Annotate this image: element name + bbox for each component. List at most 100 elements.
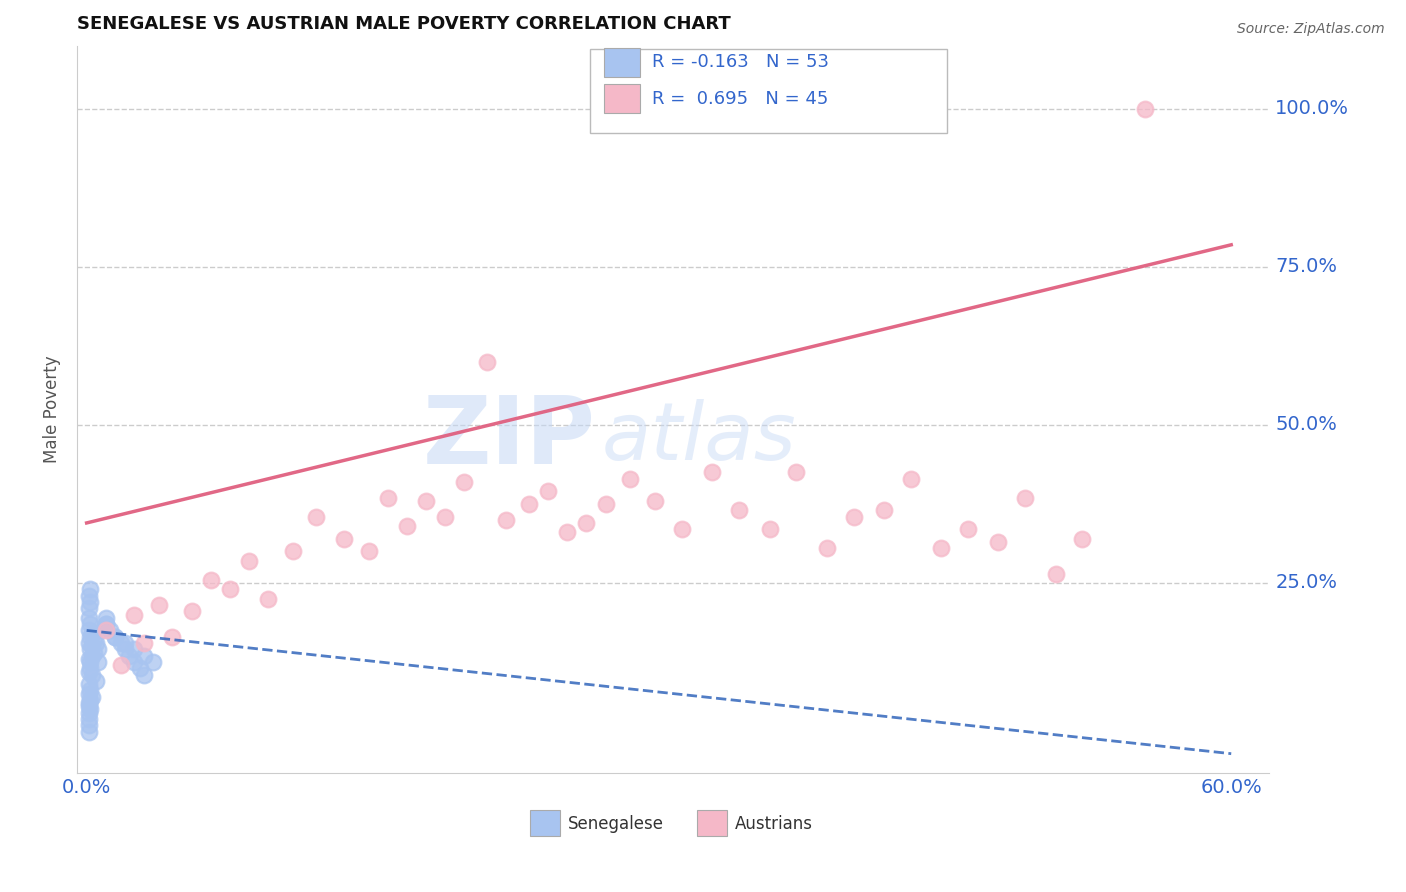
Point	[434, 509, 457, 524]
Point	[1045, 566, 1067, 581]
Text: Austrians: Austrians	[735, 814, 813, 832]
Point	[575, 516, 598, 530]
Point	[148, 598, 170, 612]
Point	[357, 544, 380, 558]
Point	[77, 724, 100, 739]
Point	[124, 607, 146, 622]
Point	[94, 624, 117, 638]
Point	[517, 497, 540, 511]
Point	[815, 541, 838, 556]
Point	[619, 472, 641, 486]
Point	[77, 601, 100, 615]
Point	[396, 519, 419, 533]
Point	[82, 690, 104, 704]
Point	[77, 712, 100, 726]
Point	[77, 677, 100, 691]
Point	[87, 642, 110, 657]
Point	[82, 639, 104, 653]
Bar	[605, 84, 640, 113]
Point	[79, 617, 101, 632]
Point	[79, 582, 101, 597]
Point	[83, 646, 105, 660]
Bar	[697, 811, 727, 836]
Point	[77, 624, 100, 638]
Text: R =  0.695   N = 45: R = 0.695 N = 45	[652, 90, 828, 108]
Point	[644, 493, 666, 508]
Point	[1014, 491, 1036, 505]
Point	[94, 617, 117, 632]
Bar	[605, 48, 640, 77]
Point	[842, 509, 865, 524]
Point	[90, 624, 112, 638]
Point	[79, 702, 101, 716]
Point	[77, 696, 100, 710]
Point	[79, 595, 101, 609]
Point	[132, 667, 155, 681]
Point	[671, 522, 693, 536]
Point	[110, 636, 132, 650]
Point	[1071, 532, 1094, 546]
Point	[785, 466, 807, 480]
Point	[142, 655, 165, 669]
Point	[333, 532, 356, 546]
Point	[77, 589, 100, 603]
Point	[87, 655, 110, 669]
Point	[114, 642, 136, 657]
Text: Source: ZipAtlas.com: Source: ZipAtlas.com	[1237, 22, 1385, 37]
Point	[79, 661, 101, 675]
Point	[124, 642, 146, 657]
Text: 50.0%: 50.0%	[1275, 416, 1337, 434]
Point	[132, 648, 155, 663]
Point	[124, 655, 146, 669]
Text: Senegalese: Senegalese	[568, 814, 664, 832]
Point	[104, 630, 127, 644]
Point	[82, 626, 104, 640]
Point	[98, 624, 121, 638]
Point	[281, 544, 304, 558]
Point	[304, 509, 326, 524]
Text: 25.0%: 25.0%	[1275, 574, 1337, 592]
Point	[79, 630, 101, 644]
Point	[495, 513, 517, 527]
Point	[537, 484, 560, 499]
Point	[238, 554, 260, 568]
Point	[77, 687, 100, 701]
Text: ZIP: ZIP	[423, 392, 596, 484]
Point	[162, 630, 184, 644]
Point	[129, 661, 152, 675]
Point	[114, 636, 136, 650]
Text: SENEGALESE VS AUSTRIAN MALE POVERTY CORRELATION CHART: SENEGALESE VS AUSTRIAN MALE POVERTY CORR…	[77, 15, 731, 33]
Point	[94, 617, 117, 632]
Point	[77, 699, 100, 714]
Point	[84, 636, 107, 650]
Point	[377, 491, 399, 505]
Point	[77, 652, 100, 666]
Point	[728, 503, 751, 517]
Point	[873, 503, 896, 517]
FancyBboxPatch shape	[589, 49, 948, 133]
Point	[956, 522, 979, 536]
Point	[218, 582, 240, 597]
Point	[987, 535, 1010, 549]
Text: R = -0.163   N = 53: R = -0.163 N = 53	[652, 54, 828, 71]
Point	[77, 706, 100, 720]
Text: 100.0%: 100.0%	[1275, 99, 1350, 119]
Point	[94, 611, 117, 625]
Point	[79, 642, 101, 657]
Point	[77, 636, 100, 650]
Point	[117, 648, 139, 663]
Point	[200, 573, 222, 587]
Point	[453, 475, 475, 489]
Point	[415, 493, 437, 508]
Point	[557, 525, 579, 540]
Point	[110, 658, 132, 673]
Point	[595, 497, 617, 511]
Point	[84, 673, 107, 688]
Bar	[530, 811, 560, 836]
Point	[77, 718, 100, 732]
Point	[77, 665, 100, 679]
Point	[180, 604, 202, 618]
Point	[758, 522, 780, 536]
Point	[132, 636, 155, 650]
Text: 75.0%: 75.0%	[1275, 258, 1337, 277]
